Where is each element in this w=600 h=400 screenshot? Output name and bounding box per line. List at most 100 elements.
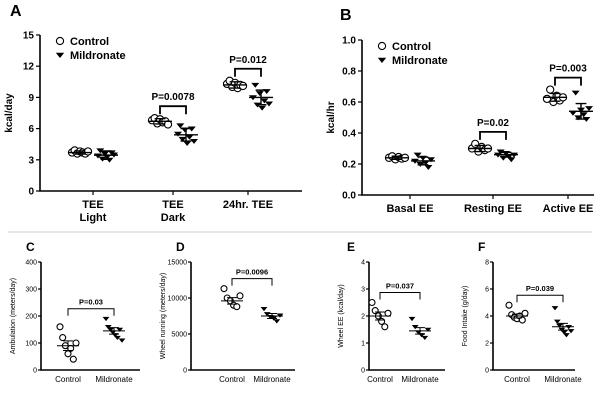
panel-d-ylabel: Wheel running (meters/day) <box>160 273 167 359</box>
panel-b-control-mean-bar <box>543 92 567 102</box>
panel-f-mildronate-point <box>560 330 568 335</box>
panel-b-legend-control-marker <box>377 41 387 51</box>
panel-a-mildronate-point <box>103 154 112 160</box>
panel-f-p-value: P=0.039 <box>526 284 554 293</box>
panel-a-legend-control: Control <box>70 36 109 48</box>
panel-f-control-point <box>505 301 513 309</box>
panel-f-category-label: Mildronate <box>544 375 582 384</box>
panel-a-legend-mildronate: Mildronate <box>70 50 126 62</box>
panel-b-ytick-label: 0.0 <box>342 191 356 202</box>
panel-b-legend-control: Control <box>392 41 431 53</box>
panel-c-ytick-label: 200 <box>25 314 37 321</box>
panel-b-legend-mildronate: Mildronate <box>392 55 448 67</box>
panel-b-category-label: Resting EE <box>464 203 522 215</box>
panel-c-axes <box>40 262 140 371</box>
panel-e-ytick-label: 3 <box>361 287 365 294</box>
panel-d-ytick-label: 5000 <box>171 332 187 339</box>
panel-c-control-mean-bar <box>57 340 79 352</box>
panel-b-ytick-label: 1.0 <box>342 36 356 47</box>
panel-f-mildronate-mean-bar <box>552 322 574 331</box>
panel-c-control-point <box>72 339 80 347</box>
panel-e-ytick-label: 0 <box>361 368 365 375</box>
panel-c-category-label: Mildronate <box>95 375 133 384</box>
panel-b-mildronate-point <box>413 152 422 158</box>
panel-e-control-point <box>381 323 389 331</box>
panel-a-control-mean-bar <box>148 118 172 125</box>
panel-f-ytick-label: 2 <box>485 341 489 348</box>
panel-f-control-mean-bar <box>506 313 528 319</box>
panel-b-ylabel: kcal/hr <box>326 101 337 133</box>
panel-e-category-label: Mildronate <box>401 375 439 384</box>
panel-e-control-point <box>384 309 392 317</box>
panel-a-legend-control-marker <box>55 36 65 46</box>
panel-b-legend-mildronate-marker <box>377 57 387 63</box>
panel-c-ytick-label: 300 <box>25 287 37 294</box>
panel-f-label: F <box>478 240 485 254</box>
panel-f-category-label: Control <box>504 375 530 384</box>
panel-f-ytick-label: 6 <box>485 287 489 294</box>
panel-b-label: B <box>340 7 352 24</box>
panel-a-control-mean-bar <box>68 150 92 155</box>
panel-a-p-value: P=0.012 <box>229 55 267 66</box>
panel-d-mildronate-point <box>273 319 281 324</box>
panel-a-mildronate-point <box>187 126 196 132</box>
panel-d-label: D <box>176 240 185 254</box>
panel-a-mildronate-point <box>176 123 185 129</box>
panel-a-mildronate-mean-bar <box>249 89 273 106</box>
panel-c-mildronate-mean-bar <box>103 327 125 335</box>
panel-a-mildronate-point <box>255 91 264 97</box>
panel-a-mildronate-point <box>96 148 105 154</box>
panel-e-control-mean-bar <box>369 311 391 321</box>
panel-b-p-value: P=0.02 <box>477 118 509 129</box>
panel-a-category-label: Dark <box>161 212 186 224</box>
panel-b-bracket <box>479 130 507 140</box>
panel-e-p-value: P=0.037 <box>386 282 414 291</box>
panel-b-mildronate-point <box>585 106 593 112</box>
panel-f-control-point <box>518 316 526 324</box>
panel-c-mildronate-point <box>109 330 117 335</box>
panel-b-category-label: Basal EE <box>386 203 433 215</box>
panel-c-control-point <box>59 334 67 342</box>
panel-a-mildronate-point <box>251 82 260 88</box>
panel-f-ytick-label: 0 <box>485 368 489 375</box>
panel-c-label: C <box>26 240 35 254</box>
panel-c-mildronate-point <box>118 338 126 343</box>
panel-f-axes <box>492 262 575 371</box>
panel-b-mildronate-point <box>571 90 580 96</box>
panel-a-legend-mildronate-marker <box>55 52 65 58</box>
panel-e-ytick-label: 2 <box>361 314 365 321</box>
panel-f-bracket <box>516 294 564 303</box>
panel-b-control-mean-bar <box>468 144 492 153</box>
panel-b-ytick-label: 0.8 <box>342 67 356 78</box>
panel-a-control-point <box>238 81 248 91</box>
panel-a-mildronate-point <box>185 134 194 140</box>
panel-e-mildronate-point <box>424 327 432 332</box>
panel-b-mildronate-point <box>427 157 435 163</box>
panel-e-bracket <box>379 292 421 300</box>
panel-e-ytick-label: 4 <box>361 260 365 267</box>
panel-b-mildronate-mean-bar <box>494 151 518 158</box>
panel-b-p-value: P=0.003 <box>549 64 587 75</box>
panel-a-ytick-label: 12 <box>23 62 35 73</box>
panel-f-ylabel: Food Intake (g/day) <box>462 286 469 347</box>
panel-a-control-mean-bar <box>223 81 247 89</box>
panel-e-ytick-label: 1 <box>361 341 365 348</box>
panel-f-mildronate-point <box>553 319 561 324</box>
panel-a-mildronate-mean-bar <box>174 127 198 142</box>
panel-e-control-point <box>368 298 376 307</box>
panel-b-control-mean-bar <box>385 155 409 161</box>
panel-c-ylabel: Ambulation (meters/day) <box>10 278 17 354</box>
panel-b-control-point <box>546 85 555 94</box>
panel-a-ytick-label: 0 <box>28 187 34 198</box>
panel-b-ytick-label: 0.4 <box>342 129 356 140</box>
panel-a-mildronate-point <box>258 105 267 111</box>
panel-a-p-value: P=0.0078 <box>151 92 195 103</box>
panel-d-control-mean-bar <box>221 297 243 305</box>
panel-a-mildronate-mean-bar <box>94 150 118 160</box>
panel-c-mildronate-point <box>102 316 110 322</box>
panel-b-mildronate-mean-bar <box>569 102 593 120</box>
panel-c-mildronate-point <box>116 327 124 332</box>
panel-f-mildronate-point <box>563 333 570 338</box>
panel-e-mildronate-point <box>421 335 429 341</box>
